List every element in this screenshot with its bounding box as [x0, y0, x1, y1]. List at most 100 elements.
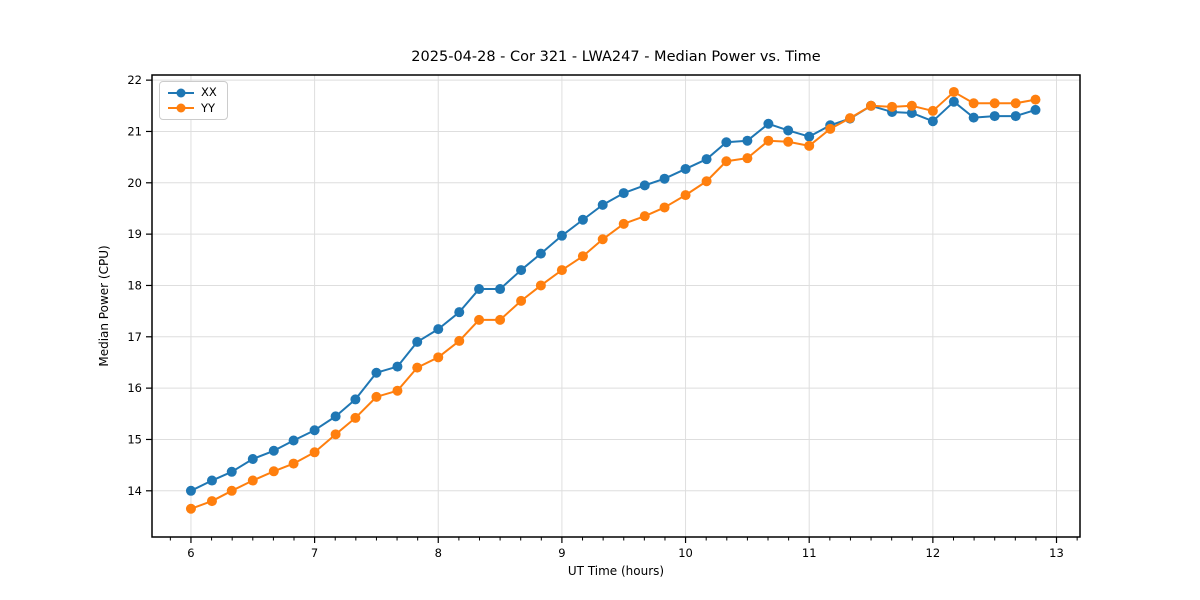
series-yy-marker: [454, 335, 465, 346]
series-xx-marker: [535, 248, 546, 259]
series-yy-marker: [268, 466, 279, 477]
y-axis-label: Median Power (CPU): [97, 245, 111, 367]
series-xx-marker: [392, 361, 403, 372]
series-yy-marker: [350, 412, 361, 423]
series-yy-marker: [701, 176, 712, 187]
series-xx-marker: [701, 154, 712, 165]
series-xx-marker: [577, 214, 588, 225]
series-yy-marker: [845, 113, 856, 124]
legend-entry-yy: YY: [168, 100, 217, 115]
series-yy-marker: [866, 100, 877, 111]
series-yy-marker: [185, 503, 196, 514]
x-tick-label: 13: [1049, 546, 1064, 560]
series-xx-marker: [1010, 111, 1021, 122]
y-tick-label: 16: [127, 381, 142, 395]
series-yy-marker: [742, 153, 753, 164]
series-yy-marker: [927, 105, 938, 116]
series-yy-marker: [597, 234, 608, 245]
y-tick-label: 20: [127, 176, 142, 190]
series-xx-marker: [597, 199, 608, 210]
x-axis-label: UT Time (hours): [567, 564, 665, 578]
series-xx-marker: [968, 112, 979, 123]
series-xx-marker: [742, 135, 753, 146]
series-xx-marker: [1030, 104, 1041, 115]
y-tick-label: 14: [127, 484, 142, 498]
x-tick-label: 12: [926, 546, 941, 560]
series-yy-marker: [330, 429, 341, 440]
series-yy-marker: [948, 86, 959, 97]
series-xx-marker: [268, 445, 279, 456]
series-xx-marker: [659, 173, 670, 184]
series-yy-marker: [474, 314, 485, 325]
y-tick-label: 22: [127, 73, 142, 87]
legend-entry-xx: XX: [168, 86, 217, 99]
series-yy-marker: [392, 385, 403, 396]
legend-sample-yy: [168, 103, 194, 113]
series-xx-marker: [412, 336, 423, 347]
series-xx-marker: [906, 107, 917, 118]
legend-label-yy: YY: [201, 100, 216, 115]
x-tick-label: 11: [802, 546, 817, 560]
series-yy-marker: [639, 211, 650, 222]
x-tick-label: 10: [678, 546, 693, 560]
series-xx-marker: [350, 394, 361, 405]
series-xx-marker: [247, 453, 258, 464]
series-yy-marker: [906, 100, 917, 111]
series-yy-marker: [412, 362, 423, 373]
series-yy-marker: [433, 352, 444, 363]
series-xx-marker: [639, 180, 650, 191]
y-tick-label: 18: [127, 278, 142, 292]
series-xx-marker: [371, 367, 382, 378]
y-tick-label: 15: [127, 432, 142, 446]
series-yy-marker: [577, 251, 588, 262]
series-xx-marker: [330, 411, 341, 422]
chart-title: 2025-04-28 - Cor 321 - LWA247 - Median P…: [411, 49, 821, 65]
series-xx-marker: [309, 425, 320, 436]
series-yy-marker: [516, 295, 527, 306]
series-xx-marker: [516, 265, 527, 276]
series-yy-marker: [371, 391, 382, 402]
series-yy-marker: [309, 447, 320, 458]
series-xx-marker: [680, 163, 691, 174]
series-yy-marker: [989, 98, 1000, 109]
series-yy-marker: [1010, 98, 1021, 109]
series-xx-marker: [721, 137, 732, 148]
series-yy-marker: [721, 156, 732, 167]
series-xx-marker: [206, 475, 217, 486]
series-yy-marker: [887, 101, 898, 112]
series-xx-marker: [454, 307, 465, 318]
series-xx-marker: [989, 111, 1000, 122]
series-yy-marker: [556, 265, 567, 276]
series-xx-marker: [804, 131, 815, 142]
x-tick-label: 8: [435, 546, 442, 560]
series-yy-marker: [783, 136, 794, 147]
series-yy-marker: [288, 458, 299, 469]
series-xx-marker: [783, 125, 794, 136]
series-yy-marker: [804, 140, 815, 151]
series-xx-marker: [433, 324, 444, 335]
y-tick-label: 21: [127, 124, 142, 138]
x-tick-label: 7: [311, 546, 318, 560]
series-yy-marker: [618, 218, 629, 229]
series-xx-marker: [556, 230, 567, 241]
series-yy-marker: [825, 123, 836, 134]
y-tick-label: 19: [127, 227, 142, 241]
series-xx-marker: [948, 96, 959, 107]
x-tick-label: 6: [187, 546, 194, 560]
series-xx-marker: [927, 116, 938, 127]
series-xx-marker: [618, 188, 629, 199]
y-tick-label: 17: [127, 330, 142, 344]
series-yy-marker: [1030, 94, 1041, 105]
series-xx-marker: [474, 284, 485, 295]
x-tick-label: 9: [558, 546, 565, 560]
series-yy-marker: [206, 496, 217, 507]
series-xx-marker: [763, 118, 774, 129]
legend: XX YY: [159, 81, 228, 120]
series-xx-marker: [185, 485, 196, 496]
series-yy-marker: [968, 98, 979, 109]
series-yy-marker: [495, 314, 506, 325]
series-yy-marker: [680, 190, 691, 201]
series-xx-marker: [495, 284, 506, 295]
